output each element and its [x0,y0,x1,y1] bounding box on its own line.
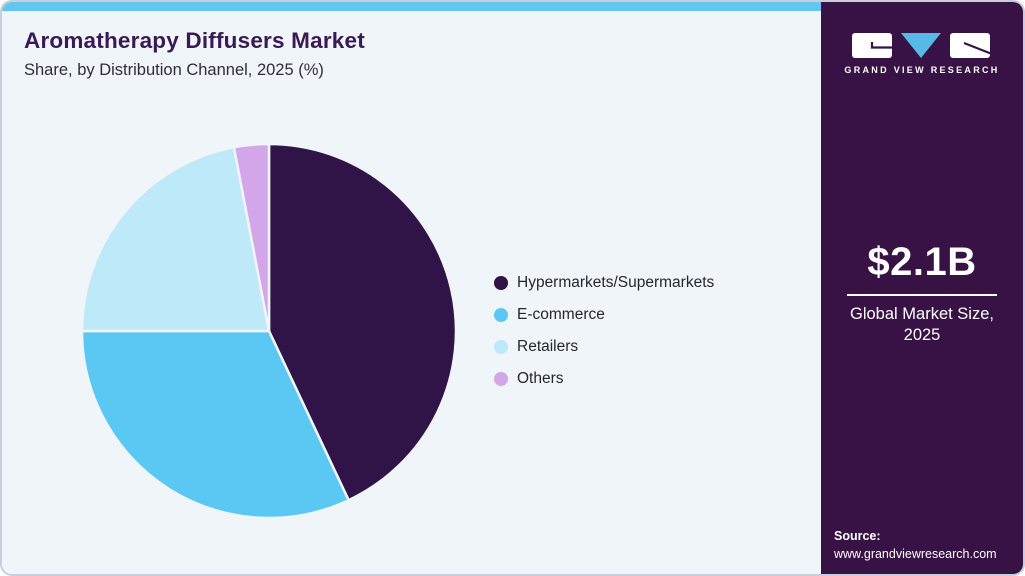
source-block: Source: www.grandviewresearch.com [834,527,997,563]
legend-label: Retailers [517,338,579,355]
legend-item-ecommerce: E-commerce [494,302,714,328]
gvr-logo: GRAND VIEW RESEARCH [821,31,1023,75]
pie-slice-3 [232,142,271,333]
legend-item-retailers: Retailers [494,334,714,360]
legend-item-others: Others [494,366,714,392]
market-size-block: $2.1B Global Market Size, 2025 [821,240,1023,347]
source-url: www.grandviewresearch.com [834,546,997,561]
page-title: Aromatherapy Diffusers Market [24,28,365,53]
source-label: Source: [834,528,881,543]
legend-label: Hypermarkets/Supermarkets [517,274,715,291]
divider [847,294,997,296]
sidebar-panel: GRAND VIEW RESEARCH $2.1B Global Market … [821,2,1023,574]
legend-dot-icon [494,340,508,354]
legend-label: E-commerce [517,306,605,323]
legend-item-hypermarkets: Hypermarkets/Supermarkets [494,270,714,296]
pie-slice-1 [80,329,350,520]
legend-dot-icon [494,308,508,322]
top-accent-bar [2,2,825,11]
pie-slice-0 [267,142,458,502]
gvr-logo-text: GRAND VIEW RESEARCH [844,65,1000,75]
legend-dot-icon [494,372,508,386]
legend: Hypermarkets/Supermarkets E-commerce Ret… [494,270,714,398]
legend-label: Others [517,370,564,387]
legend-dot-icon [494,276,508,290]
page-subtitle: Share, by Distribution Channel, 2025 (%) [24,61,324,79]
pie-chart-area [55,117,483,545]
gvr-logo-icon [852,33,992,58]
market-size-label: Global Market Size, 2025 [850,305,994,345]
pie-slice-2 [80,146,271,333]
pie-chart [80,142,458,520]
market-size-value: $2.1B [867,240,977,284]
